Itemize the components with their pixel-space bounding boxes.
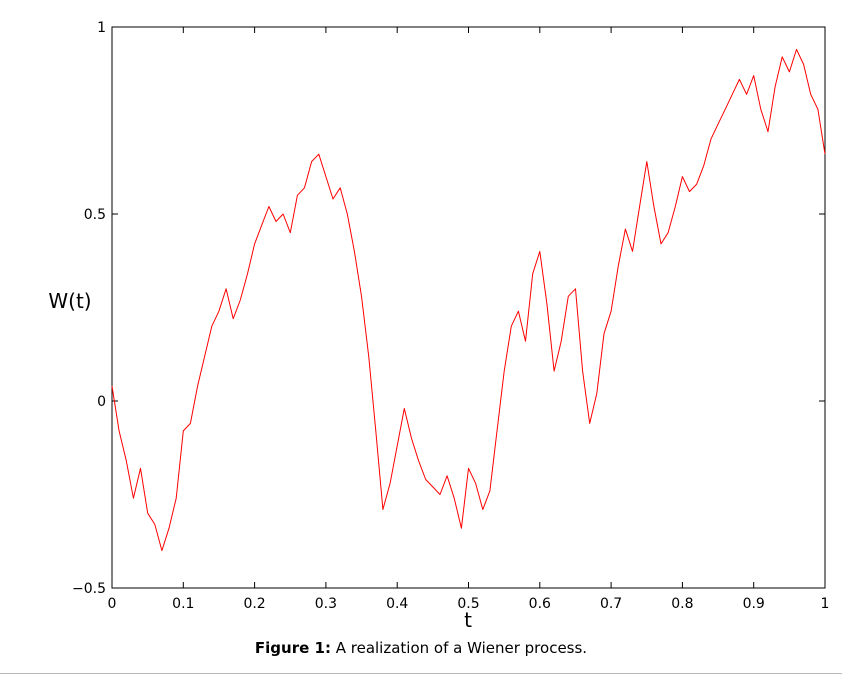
caption-label: Figure 1: (254, 639, 331, 657)
bottom-divider (0, 673, 842, 674)
x-tick-label: 0.5 (457, 596, 479, 612)
x-tick-label: 0.8 (671, 596, 693, 612)
x-tick-label: 0.6 (529, 596, 551, 612)
axis-ticks (111, 26, 826, 589)
x-tick-label: 0.4 (386, 596, 408, 612)
x-tick-label: 0.9 (743, 596, 765, 612)
y-tick-label: 1 (97, 20, 106, 36)
wiener-process-chart: 0 0.1 0.2 0.3 0.4 0.5 0.6 0.7 0.8 0.9 1−0.500.51 t… (48, 20, 829, 632)
series-layer (111, 48, 826, 552)
y-tick-label: 0.5 (84, 207, 106, 223)
x-tick-label: 0.3 (315, 596, 337, 612)
caption-text: A realization of a Wiener process. (330, 639, 588, 657)
wiener-series-line (111, 48, 826, 552)
x-tick-label: 0.2 (243, 596, 265, 612)
y-tick-label: −0.5 (72, 581, 106, 597)
plot-frame (111, 26, 826, 589)
x-tick-label: 1 (821, 596, 830, 612)
x-axis-label: t (464, 608, 472, 632)
x-tick-label: 0.7 (600, 596, 622, 612)
x-tick-label: 0 (108, 596, 117, 612)
y-tick-label: 0 (97, 394, 106, 410)
x-tick-label: 0.1 (172, 596, 194, 612)
figure-caption: Figure 1: A realization of a Wiener proc… (0, 639, 842, 657)
y-axis-label: W(t) (48, 289, 91, 313)
tick-labels: 0 0.1 0.2 0.3 0.4 0.5 0.6 0.7 0.8 0.9 1−0.500.51 (72, 20, 829, 612)
